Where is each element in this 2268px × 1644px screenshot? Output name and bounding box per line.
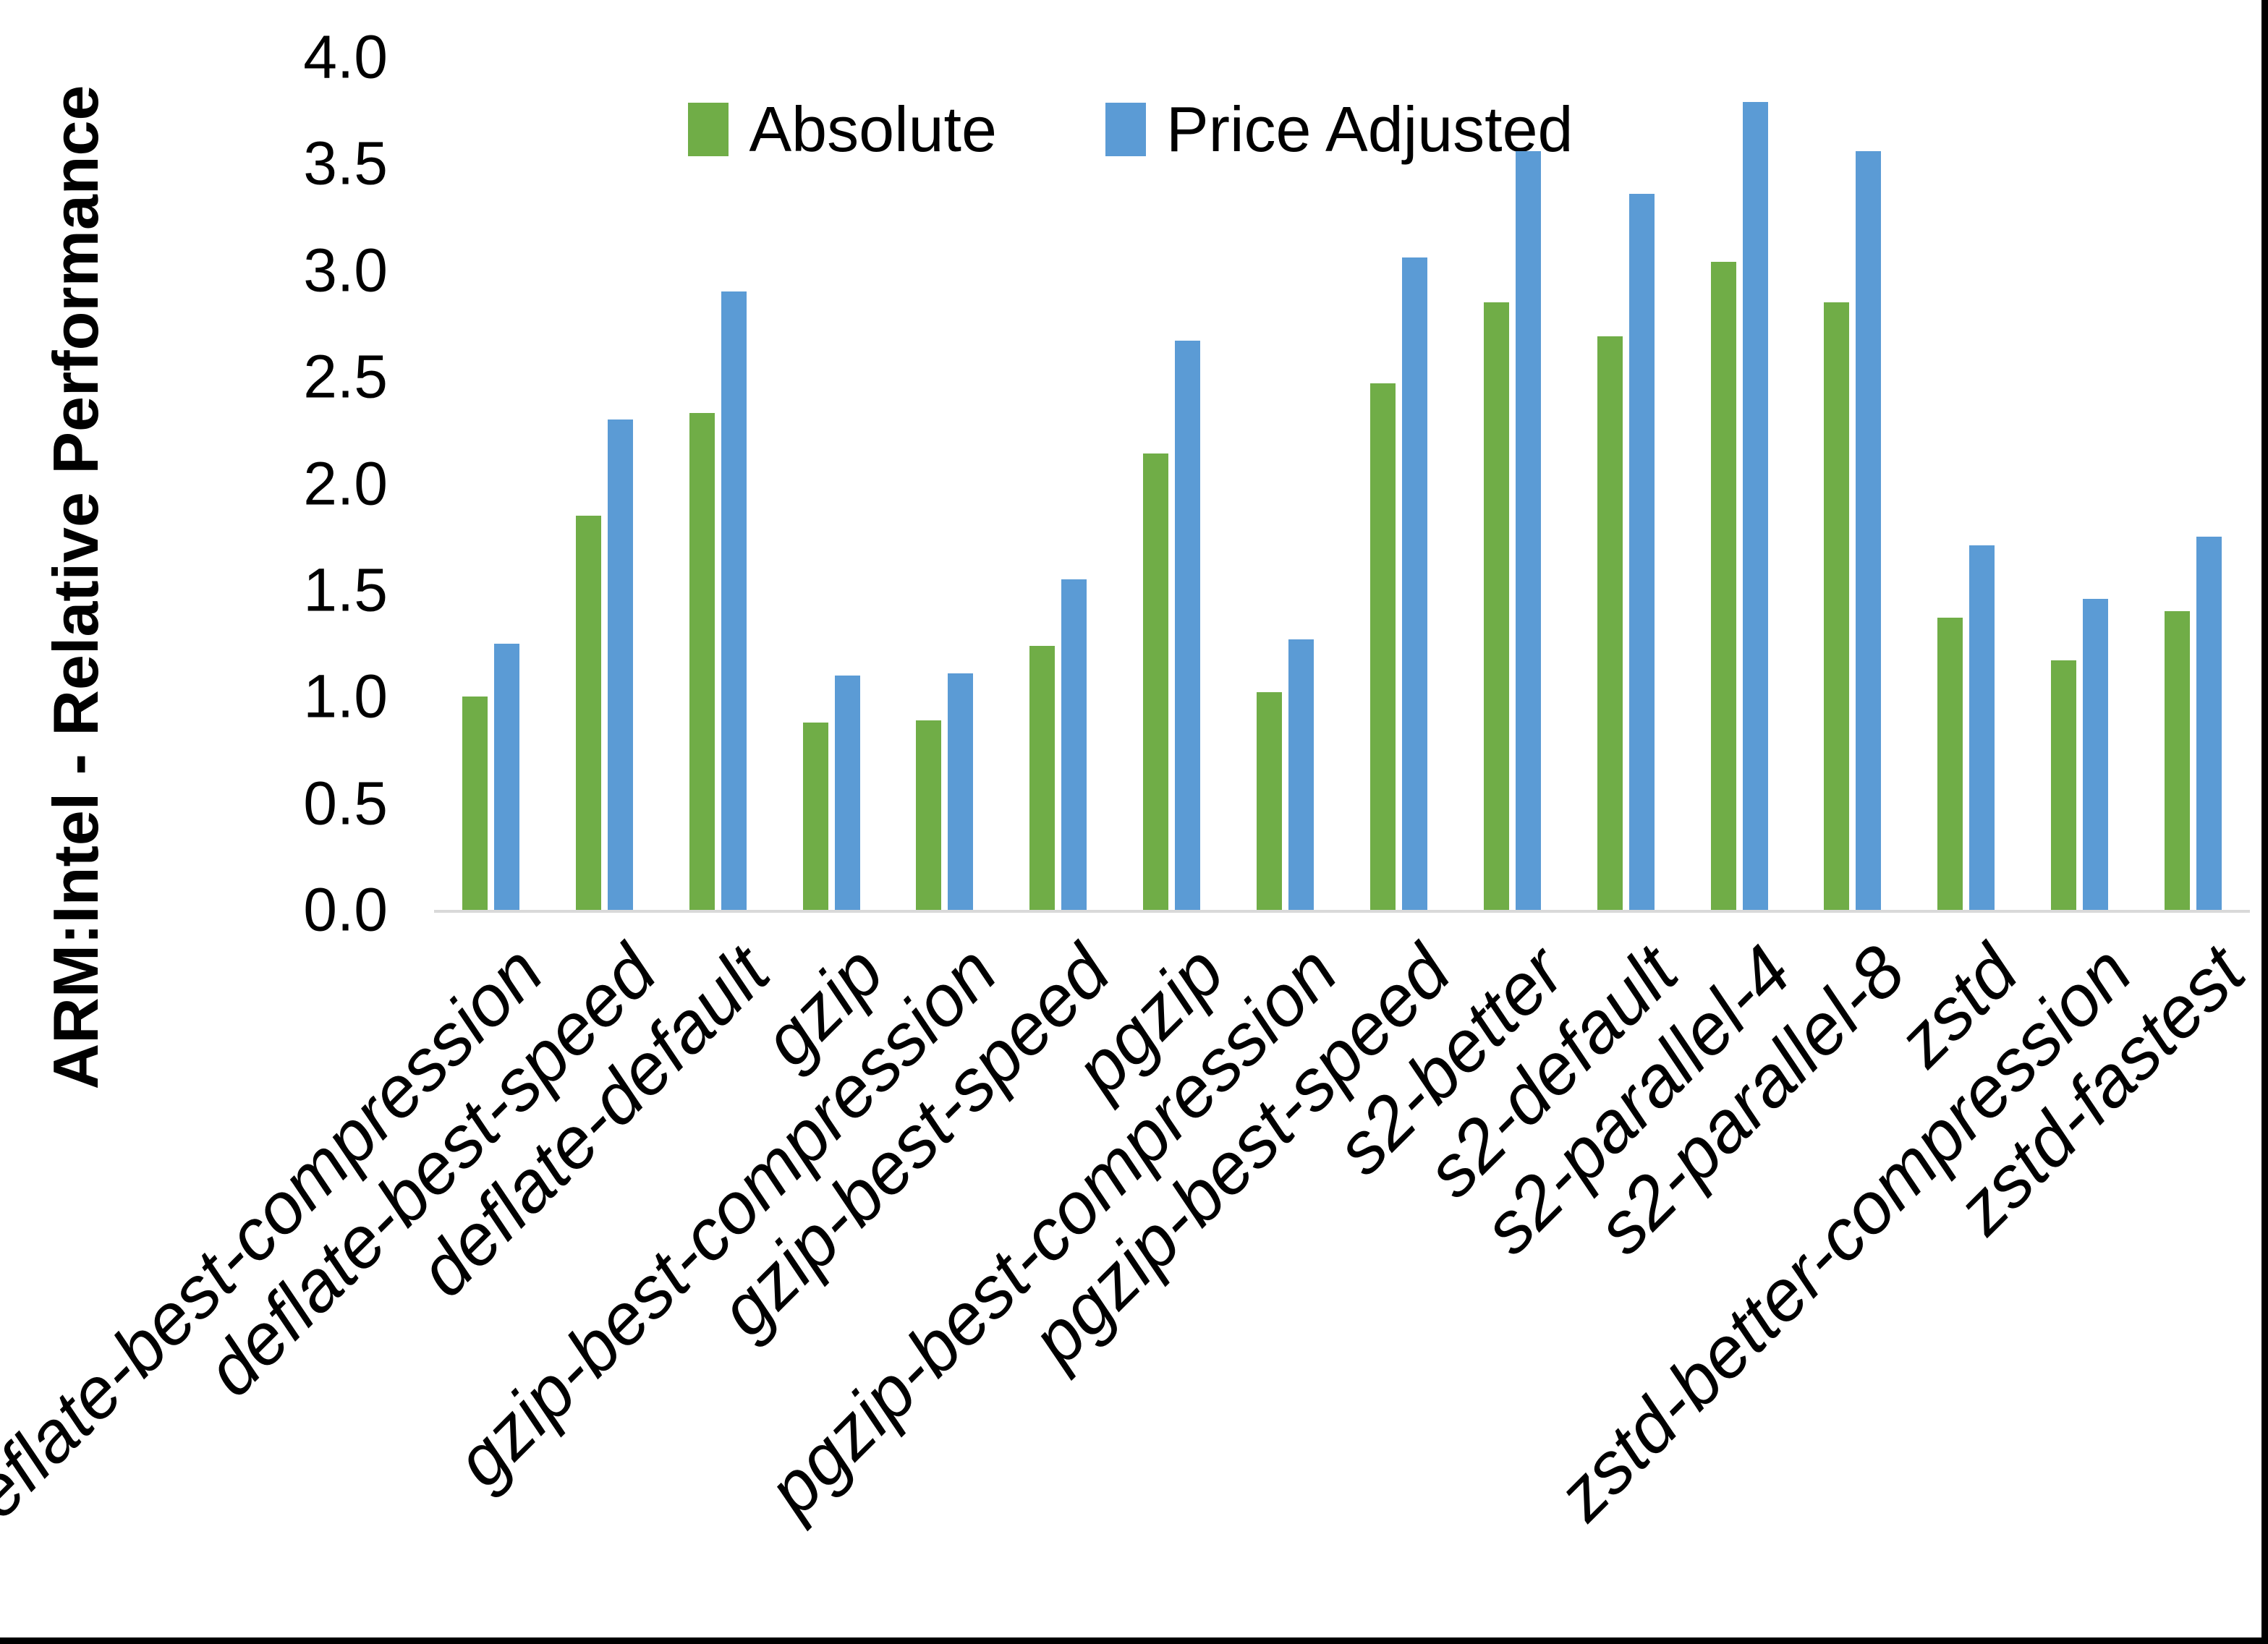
bar-group-gzip-best-compression bbox=[888, 57, 1002, 910]
bar-price-adjusted-pgzip bbox=[1175, 341, 1201, 910]
bar-group-pgzip-best-compression bbox=[1228, 57, 1342, 910]
bar-absolute-s2-default bbox=[1597, 336, 1623, 910]
bar-absolute-s2-parallel-8 bbox=[1824, 302, 1850, 910]
bar-price-adjusted-s2-default bbox=[1628, 193, 1655, 910]
y-tick-label-1.0: 1.0 bbox=[303, 662, 388, 731]
bar-absolute-gzip-best-speed bbox=[1029, 645, 1056, 910]
bar-absolute-deflate-best-speed bbox=[575, 515, 601, 910]
bar-absolute-s2-parallel-4 bbox=[1710, 261, 1736, 910]
bar-absolute-zstd-fastest bbox=[2165, 611, 2191, 910]
bar-group-pgzip-best-speed bbox=[1342, 57, 1456, 910]
y-axis-title: ARM:Intel - Relative Performance bbox=[40, 85, 111, 1090]
legend-label: Price Adjusted bbox=[1165, 93, 1573, 165]
bar-group-s2-parallel-4 bbox=[1683, 57, 1796, 910]
bar-price-adjusted-zstd-fastest bbox=[2196, 537, 2222, 910]
bar-absolute-pgzip bbox=[1143, 453, 1169, 910]
legend-item-absolute: Absolute bbox=[688, 93, 997, 166]
bar-absolute-zstd bbox=[1937, 618, 1963, 910]
bar-price-adjusted-deflate-best-speed bbox=[607, 419, 633, 910]
bar-absolute-gzip bbox=[802, 722, 828, 910]
y-tick-label-0.0: 0.0 bbox=[303, 875, 388, 944]
bar-groups bbox=[434, 57, 2250, 910]
bar-price-adjusted-deflate-best-compression bbox=[493, 643, 519, 910]
bar-group-deflate-best-speed bbox=[548, 57, 661, 910]
y-tick-label-0.5: 0.5 bbox=[303, 769, 388, 838]
bar-price-adjusted-deflate-default bbox=[721, 291, 747, 910]
bar-absolute-s2-better bbox=[1483, 302, 1509, 910]
y-tick-label-3.0: 3.0 bbox=[303, 236, 388, 304]
bar-group-gzip-best-speed bbox=[1001, 57, 1115, 910]
bar-price-adjusted-gzip bbox=[834, 675, 860, 910]
bar-group-gzip bbox=[775, 57, 888, 910]
bar-absolute-gzip-best-compression bbox=[916, 720, 942, 910]
bar-price-adjusted-pgzip-best-speed bbox=[1401, 257, 1427, 910]
legend: Absolute Price Adjusted bbox=[0, 93, 2261, 166]
bar-group-pgzip bbox=[1115, 57, 1228, 910]
bar-group-deflate-best-compression bbox=[434, 57, 548, 910]
bar-group-deflate-default bbox=[661, 57, 775, 910]
bar-absolute-deflate-default bbox=[689, 413, 715, 910]
bar-price-adjusted-s2-better bbox=[1515, 150, 1541, 910]
bar-price-adjusted-zstd bbox=[1969, 545, 1995, 910]
bar-group-s2-default bbox=[1569, 57, 1683, 910]
bar-group-zstd bbox=[1909, 57, 2023, 910]
bar-absolute-deflate-best-compression bbox=[462, 697, 488, 910]
bar-price-adjusted-pgzip-best-compression bbox=[1288, 639, 1314, 910]
bar-group-s2-parallel-8 bbox=[1796, 57, 1910, 910]
bar-price-adjusted-gzip-best-compression bbox=[948, 673, 974, 910]
legend-item-price-adjusted: Price Adjusted bbox=[1105, 93, 1573, 166]
bar-group-zstd-fastest bbox=[2136, 57, 2250, 910]
bar-price-adjusted-zstd-better-compression bbox=[2083, 598, 2109, 910]
legend-swatch-price-adjusted bbox=[1105, 103, 1146, 156]
bar-absolute-zstd-better-compression bbox=[2051, 660, 2077, 910]
legend-swatch-absolute bbox=[688, 103, 729, 156]
legend-label: Absolute bbox=[749, 93, 997, 165]
bar-price-adjusted-gzip-best-speed bbox=[1061, 579, 1087, 910]
bar-group-s2-better bbox=[1456, 57, 1569, 910]
y-tick-label-3.5: 3.5 bbox=[303, 129, 388, 197]
bar-price-adjusted-s2-parallel-4 bbox=[1742, 101, 1768, 910]
plot-area bbox=[434, 57, 2250, 913]
y-tick-label-2.0: 2.0 bbox=[303, 449, 388, 517]
bar-price-adjusted-s2-parallel-8 bbox=[1856, 150, 1882, 910]
y-tick-label-4.0: 4.0 bbox=[303, 22, 388, 91]
bar-absolute-pgzip-best-speed bbox=[1369, 383, 1396, 910]
bar-absolute-pgzip-best-compression bbox=[1257, 692, 1283, 910]
y-tick-label-2.5: 2.5 bbox=[303, 342, 388, 411]
bar-group-zstd-better-compression bbox=[2023, 57, 2136, 910]
y-tick-label-1.5: 1.5 bbox=[303, 555, 388, 624]
